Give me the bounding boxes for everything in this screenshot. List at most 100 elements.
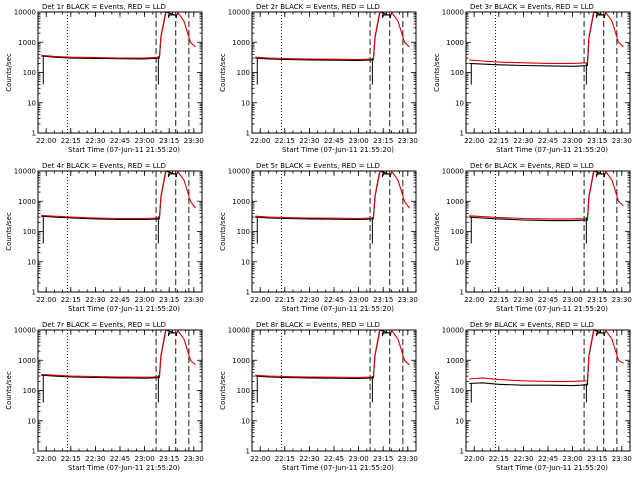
y-tick-label: 100 [23,228,36,236]
x-tick-label: 23:15 [373,137,393,145]
x-axis-label: Start Time (07-Jun-11 21:55:20) [282,464,394,472]
series-group [41,330,196,403]
y-tick-label: 10000 [228,168,250,176]
plot-frame [465,11,631,134]
x-tick-label: 22:45 [538,296,558,304]
series-line [255,330,410,379]
plot-frame [251,329,417,452]
x-axis-label: Start Time (07-Jun-11 21:55:20) [496,146,608,154]
plot-frame [465,170,631,293]
chart-panel: Det 5r BLACK = Events, RED = LLD 1 10 100 10… [219,162,418,313]
x-axis-label: Start Time (07-Jun-11 21:55:20) [68,305,180,313]
x-tick-label: 22:15 [489,137,509,145]
plot-frame [37,170,203,293]
chart-title: Det 9r BLACK = Events, RED = LLD [470,321,594,329]
x-axis-label: Start Time (07-Jun-11 21:55:20) [496,305,608,313]
x-tick-label: 22:45 [110,455,130,463]
chart-title: Det 8r BLACK = Events, RED = LLD [256,321,380,329]
series-group [469,330,624,403]
x-tick-label: 23:15 [373,455,393,463]
x-axis-label: Start Time (07-Jun-11 21:55:20) [496,464,608,472]
chart-title: Det 2r BLACK = Events, RED = LLD [256,3,380,11]
x-tick-label: 22:45 [324,455,344,463]
series-line [469,330,606,387]
x-tick-label: 22:15 [275,296,295,304]
x-tick-label: 23:15 [587,137,607,145]
chart-title: Det 5r BLACK = Events, RED = LLD [256,162,380,170]
x-tick-label: 23:00 [135,296,155,304]
y-tick-label: 100 [451,228,464,236]
x-tick-label: 22:30 [299,455,319,463]
x-tick-label: 22:45 [324,137,344,145]
saturation-marker [167,12,177,18]
y-tick-label: 1 [32,130,36,138]
x-tick-label: 23:15 [587,296,607,304]
y-tick-label: 10000 [442,9,464,17]
x-tick-label: 22:00 [36,455,56,463]
y-tick-label: 10000 [14,168,36,176]
y-tick-label: 10 [241,258,250,266]
y-tick-label: 10 [241,417,250,425]
y-tick-label: 1000 [232,39,250,47]
chart-panel: Det 6r BLACK = Events, RED = LLD 1 10 100 10… [433,162,632,313]
x-tick-label: 23:30 [612,137,632,145]
y-axis-label: Counts/sec [5,53,13,92]
x-tick-label: 22:45 [538,455,558,463]
y-tick-label: 10 [27,258,36,266]
x-tick-label: 22:15 [61,296,81,304]
x-tick-label: 23:00 [563,455,583,463]
y-tick-label: 100 [237,69,250,77]
y-axis-label: Counts/sec [433,371,441,410]
y-tick-label: 1 [460,130,464,138]
x-tick-label: 22:00 [464,137,484,145]
x-tick-label: 23:15 [587,455,607,463]
x-tick-label: 22:30 [85,455,105,463]
x-tick-label: 23:00 [349,137,369,145]
chart-title: Det 4r BLACK = Events, RED = LLD [42,162,166,170]
x-tick-label: 22:00 [250,455,270,463]
y-tick-label: 100 [237,387,250,395]
chart-panel: Det 9r BLACK = Events, RED = LLD 1 10 100 10… [433,321,632,472]
x-tick-label: 22:00 [250,137,270,145]
saturation-marker [595,12,605,18]
series-group [41,171,196,244]
series-line [255,12,410,61]
y-axis-label: Counts/sec [219,212,227,251]
series-group [41,12,196,85]
y-tick-label: 1 [32,289,36,297]
chart-panel: Det 4r BLACK = Events, RED = LLD 1 10 100 10… [5,162,204,313]
series-line [469,12,606,67]
x-tick-label: 22:30 [299,296,319,304]
y-tick-label: 10 [241,99,250,107]
saturation-marker [381,330,391,336]
series-line [41,171,196,220]
x-axis-label: Start Time (07-Jun-11 21:55:20) [282,305,394,313]
plot-frame [251,170,417,293]
x-tick-label: 23:00 [135,455,155,463]
x-tick-label: 22:30 [513,137,533,145]
y-tick-label: 1000 [18,39,36,47]
chart-panel: Det 1r BLACK = Events, RED = LLD 1 10 100 10… [5,3,204,154]
y-tick-label: 100 [237,228,250,236]
y-tick-label: 10000 [228,9,250,17]
x-tick-label: 23:00 [563,296,583,304]
chart-panel: Det 2r BLACK = Events, RED = LLD 1 10 100 10… [219,3,418,154]
saturation-marker [595,171,605,177]
x-axis-label: Start Time (07-Jun-11 21:55:20) [68,146,180,154]
y-tick-label: 100 [451,69,464,77]
y-tick-label: 1 [246,448,250,456]
x-tick-label: 23:30 [612,455,632,463]
x-tick-label: 22:45 [324,296,344,304]
x-tick-label: 22:15 [489,296,509,304]
series-line [255,171,392,221]
y-tick-label: 1 [32,448,36,456]
x-tick-label: 23:00 [135,137,155,145]
y-tick-label: 10 [455,99,464,107]
x-tick-label: 22:15 [61,137,81,145]
series-line [41,12,196,59]
y-tick-label: 10000 [14,9,36,17]
y-tick-label: 100 [451,387,464,395]
y-axis-label: Counts/sec [433,53,441,92]
x-tick-label: 23:00 [349,296,369,304]
